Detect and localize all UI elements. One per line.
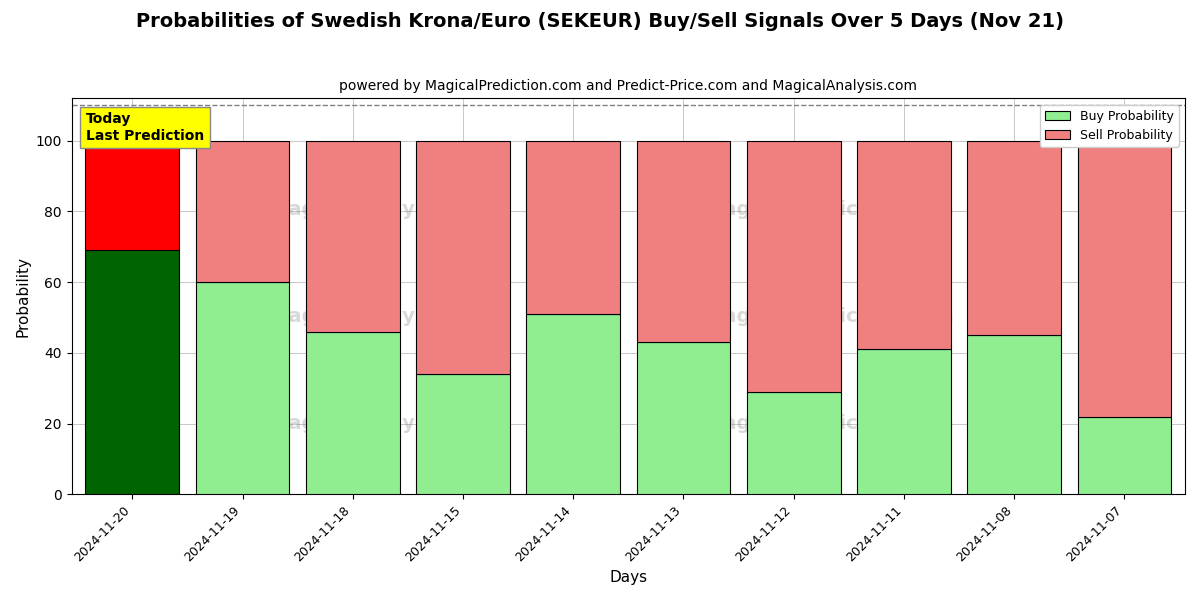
Bar: [746, 392, 840, 494]
X-axis label: Days: Days: [610, 570, 647, 585]
Text: MagicalAnalysis.com: MagicalAnalysis.com: [269, 200, 498, 219]
Text: MagicalPrediction.com: MagicalPrediction.com: [704, 307, 954, 326]
Bar: [857, 141, 950, 349]
Bar: [746, 141, 840, 392]
Bar: [85, 141, 179, 250]
Legend: Buy Probability, Sell Probability: Buy Probability, Sell Probability: [1040, 104, 1178, 147]
Bar: [196, 141, 289, 282]
Y-axis label: Probability: Probability: [16, 256, 30, 337]
Text: MagicalPrediction.com: MagicalPrediction.com: [704, 200, 954, 219]
Bar: [967, 141, 1061, 335]
Bar: [416, 374, 510, 494]
Title: powered by MagicalPrediction.com and Predict-Price.com and MagicalAnalysis.com: powered by MagicalPrediction.com and Pre…: [340, 79, 917, 93]
Bar: [1078, 141, 1171, 416]
Bar: [636, 141, 731, 343]
Text: Probabilities of Swedish Krona/Euro (SEKEUR) Buy/Sell Signals Over 5 Days (Nov 2: Probabilities of Swedish Krona/Euro (SEK…: [136, 12, 1064, 31]
Bar: [416, 141, 510, 374]
Bar: [1078, 416, 1171, 494]
Bar: [527, 314, 620, 494]
Text: Today
Last Prediction: Today Last Prediction: [86, 112, 204, 143]
Text: MagicalAnalysis.com: MagicalAnalysis.com: [269, 413, 498, 433]
Text: MagicalPrediction.com: MagicalPrediction.com: [704, 413, 954, 433]
Bar: [85, 250, 179, 494]
Bar: [857, 349, 950, 494]
Bar: [636, 343, 731, 494]
Bar: [527, 141, 620, 314]
Text: MagicalAnalysis.com: MagicalAnalysis.com: [269, 307, 498, 326]
Bar: [196, 282, 289, 494]
Bar: [306, 332, 400, 494]
Bar: [967, 335, 1061, 494]
Bar: [306, 141, 400, 332]
